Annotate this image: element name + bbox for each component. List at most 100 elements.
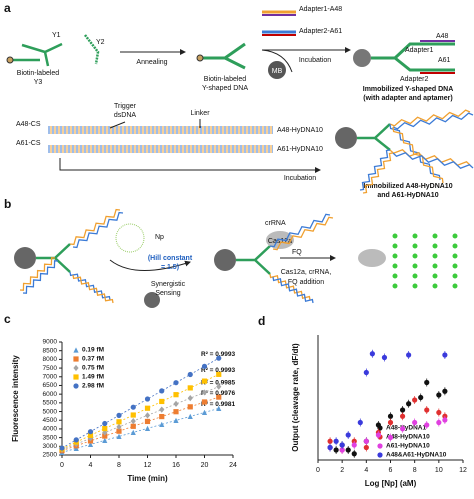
data-point xyxy=(436,392,442,398)
y-tick-label: 4500 xyxy=(43,417,58,424)
hydna-strand xyxy=(48,145,273,153)
fluorescence xyxy=(432,253,438,259)
y-tick-label: 7500 xyxy=(43,365,58,372)
data-point xyxy=(333,447,339,453)
cas12a xyxy=(358,249,386,267)
dna-strand xyxy=(389,109,471,127)
data-point xyxy=(173,417,179,424)
label: Biotin-labeled xyxy=(17,70,60,77)
label: and A61-HyDNA10 xyxy=(377,192,438,199)
legend-marker xyxy=(377,443,383,449)
data-point xyxy=(159,388,165,394)
x-tick-label: 8 xyxy=(413,467,417,474)
magnetic-bead xyxy=(353,49,371,67)
legend-label: A61-HyDNA10 xyxy=(386,443,430,450)
y-dna xyxy=(200,42,246,70)
data-point xyxy=(381,354,388,361)
label: Adapter1-A48 xyxy=(299,6,342,13)
data-point xyxy=(201,389,208,396)
label: FQ addition xyxy=(288,279,324,286)
dna-strand xyxy=(359,149,391,191)
fit-line xyxy=(61,386,219,451)
fluorescence xyxy=(452,273,458,279)
label: A61-HyDNA10 xyxy=(277,146,323,153)
data-point xyxy=(73,445,79,451)
dna-strand xyxy=(269,273,311,301)
dna-strand xyxy=(272,216,334,251)
fluorescence xyxy=(412,273,418,279)
panel-label: d xyxy=(258,314,265,328)
panel-label: a xyxy=(4,1,11,15)
data-point xyxy=(339,442,345,448)
data-point xyxy=(345,432,351,438)
label: Synergistic xyxy=(151,281,186,288)
y-tick-label: 4000 xyxy=(43,426,58,433)
data-point xyxy=(102,420,108,427)
y2-strand xyxy=(84,34,100,65)
data-point xyxy=(116,412,122,418)
data-point xyxy=(436,409,442,416)
data-point xyxy=(387,413,394,419)
data-point xyxy=(173,400,179,407)
dna-strand xyxy=(269,213,331,248)
data-point xyxy=(116,433,122,439)
y-tick-label: 6000 xyxy=(43,391,58,398)
data-point xyxy=(333,438,339,444)
data-point xyxy=(442,352,448,358)
data-point xyxy=(116,428,122,434)
label: Y2 xyxy=(96,39,105,46)
label: Adapter1 xyxy=(405,47,434,54)
legend-label: 0.37 fM xyxy=(82,356,104,363)
data-point xyxy=(187,395,193,402)
data-point xyxy=(387,419,394,426)
label: Adapter2-A61 xyxy=(299,28,342,35)
data-point xyxy=(59,445,65,451)
label: A48-HyDNA10 xyxy=(277,127,323,134)
arrow xyxy=(59,158,321,173)
x-tick-label: 10 xyxy=(435,467,443,474)
data-point xyxy=(201,363,208,369)
data-point xyxy=(216,394,222,400)
fluorescence xyxy=(452,233,458,239)
label: Cas12a, crRNA, xyxy=(281,269,332,276)
r-squared: R² = 0.9993 xyxy=(201,351,236,358)
label: = 1.5) xyxy=(161,264,179,271)
data-point xyxy=(102,437,108,443)
label: Annealing xyxy=(136,59,167,66)
fluorescence xyxy=(392,233,398,239)
data-point xyxy=(216,405,222,412)
label: FQ xyxy=(292,249,302,256)
data-point xyxy=(159,421,165,428)
data-point xyxy=(406,401,412,407)
data-point xyxy=(216,355,222,361)
data-point xyxy=(327,438,333,444)
dna-strand xyxy=(19,257,56,291)
data-point xyxy=(87,441,94,447)
data-point xyxy=(339,447,345,453)
y-axis-title: Fluorescence intensity xyxy=(11,355,20,442)
legend-marker xyxy=(377,452,383,458)
data-point xyxy=(412,397,418,403)
fluorescence xyxy=(432,283,438,289)
data-point xyxy=(424,407,430,413)
fluorescence xyxy=(412,233,418,239)
data-point xyxy=(87,435,94,442)
fluorescence xyxy=(452,243,458,249)
data-point xyxy=(424,422,430,428)
y-tick-label: 7000 xyxy=(43,373,58,380)
hydna-strand xyxy=(48,126,273,134)
fluorescence xyxy=(392,253,398,259)
data-point xyxy=(216,383,222,390)
dna-strand xyxy=(362,152,394,194)
x-tick-label: 20 xyxy=(201,462,209,469)
magnetic-bead xyxy=(214,249,236,271)
label: Y-shaped DNA xyxy=(202,85,248,92)
legend-marker xyxy=(73,374,79,380)
legend-label: 0.19 fM xyxy=(82,347,104,354)
legend-label: 1.49 fM xyxy=(82,374,104,381)
panel-b xyxy=(14,223,465,308)
legend-label: 2.98 fM xyxy=(82,383,104,390)
x-tick-label: 0 xyxy=(316,467,320,474)
x-tick-label: 8 xyxy=(117,462,121,469)
data-point xyxy=(399,407,406,413)
